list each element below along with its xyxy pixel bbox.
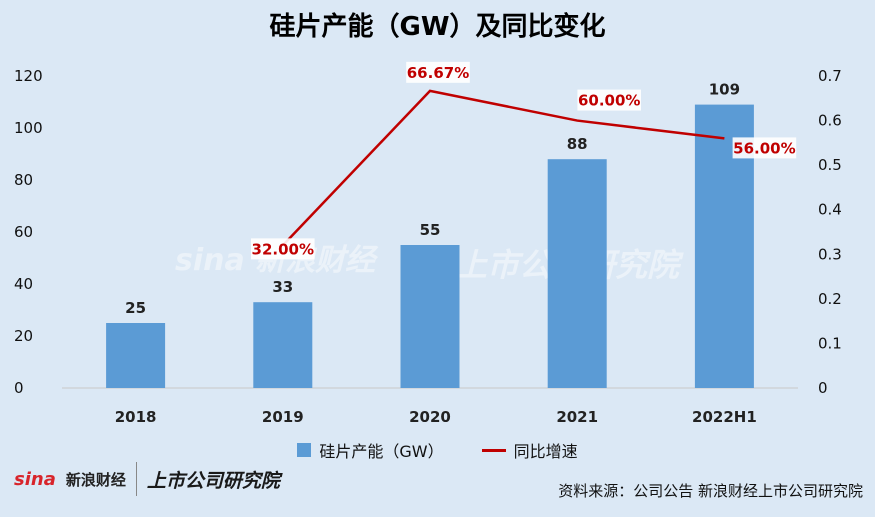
bar-value-label: 25 (125, 299, 146, 317)
right-axis: 0 0.1 0.2 0.3 0.4 0.5 0.6 0.7 (818, 67, 842, 397)
bar (106, 323, 166, 388)
right-tick-label: 0.7 (818, 67, 842, 85)
logo-divider (135, 462, 137, 496)
growth-value-label: 66.67% (407, 64, 469, 82)
bar (547, 159, 607, 388)
growth-label-box (251, 238, 315, 260)
growth-line (281, 89, 725, 247)
legend-item-line: 同比增速 (481, 438, 578, 462)
right-tick-label: 0.4 (818, 201, 842, 219)
right-tick-label: 0.2 (818, 290, 842, 308)
legend-line-swatch (481, 448, 506, 452)
bar-value-label: 88 (567, 135, 588, 153)
right-tick-label: 0.1 (818, 334, 842, 352)
growth-label-box (406, 61, 470, 83)
legend-bar-swatch (297, 443, 312, 457)
growth-value-label: 60.00% (578, 92, 640, 110)
legend-item-bars: 硅片产能（GW） (297, 438, 444, 462)
bar-value-label: 33 (272, 278, 293, 296)
bar-series: 25 33 55 88 109 (106, 81, 754, 388)
footer-logo: sina 新浪财经 上市公司研究院 (14, 462, 280, 496)
left-tick-label: 100 (14, 119, 43, 137)
right-tick-label: 0 (818, 379, 828, 397)
left-tick-label: 0 (14, 379, 24, 397)
legend-bar-label: 硅片产能（GW） (319, 442, 444, 461)
growth-value-label: 56.00% (733, 139, 795, 157)
category-label: 2019 (262, 408, 304, 426)
left-tick-label: 80 (14, 171, 33, 189)
sina-name: 新浪财经 (65, 470, 126, 489)
bar (253, 302, 313, 388)
line-series: 32.00% 66.67% 60.00% 56.00% (251, 61, 797, 260)
growth-value-label: 32.00% (252, 240, 314, 258)
left-tick-label: 40 (14, 275, 33, 293)
chart-title: 硅片产能（GW）及同比变化 (269, 12, 606, 42)
bar-value-label: 55 (420, 221, 441, 239)
institute-logo: 上市公司研究院 (146, 469, 280, 492)
bar (400, 245, 460, 388)
right-tick-label: 0.6 (818, 112, 842, 130)
category-label: 2021 (556, 408, 598, 426)
source-note: 资料来源：公司公告 新浪财经上市公司研究院 (558, 482, 863, 500)
category-label: 2022H1 (692, 408, 757, 426)
left-tick-label: 20 (14, 327, 33, 345)
right-tick-label: 0.5 (818, 156, 842, 174)
sina-logo: sina (14, 468, 56, 490)
left-tick-label: 60 (14, 223, 33, 241)
left-tick-label: 120 (14, 67, 43, 85)
growth-label-box (577, 89, 641, 111)
bar-value-label: 109 (709, 81, 740, 99)
legend-line-label: 同比增速 (513, 442, 578, 461)
right-tick-label: 0.3 (818, 245, 842, 263)
growth-label-box (732, 137, 797, 159)
category-label: 2018 (115, 408, 157, 426)
category-label: 2020 (409, 408, 451, 426)
legend: 硅片产能（GW） 同比增速 (0, 438, 875, 462)
category-axis: 2018 2019 2020 2021 2022H1 (115, 408, 757, 426)
left-axis: 0 20 40 60 80 100 120 (14, 67, 798, 397)
